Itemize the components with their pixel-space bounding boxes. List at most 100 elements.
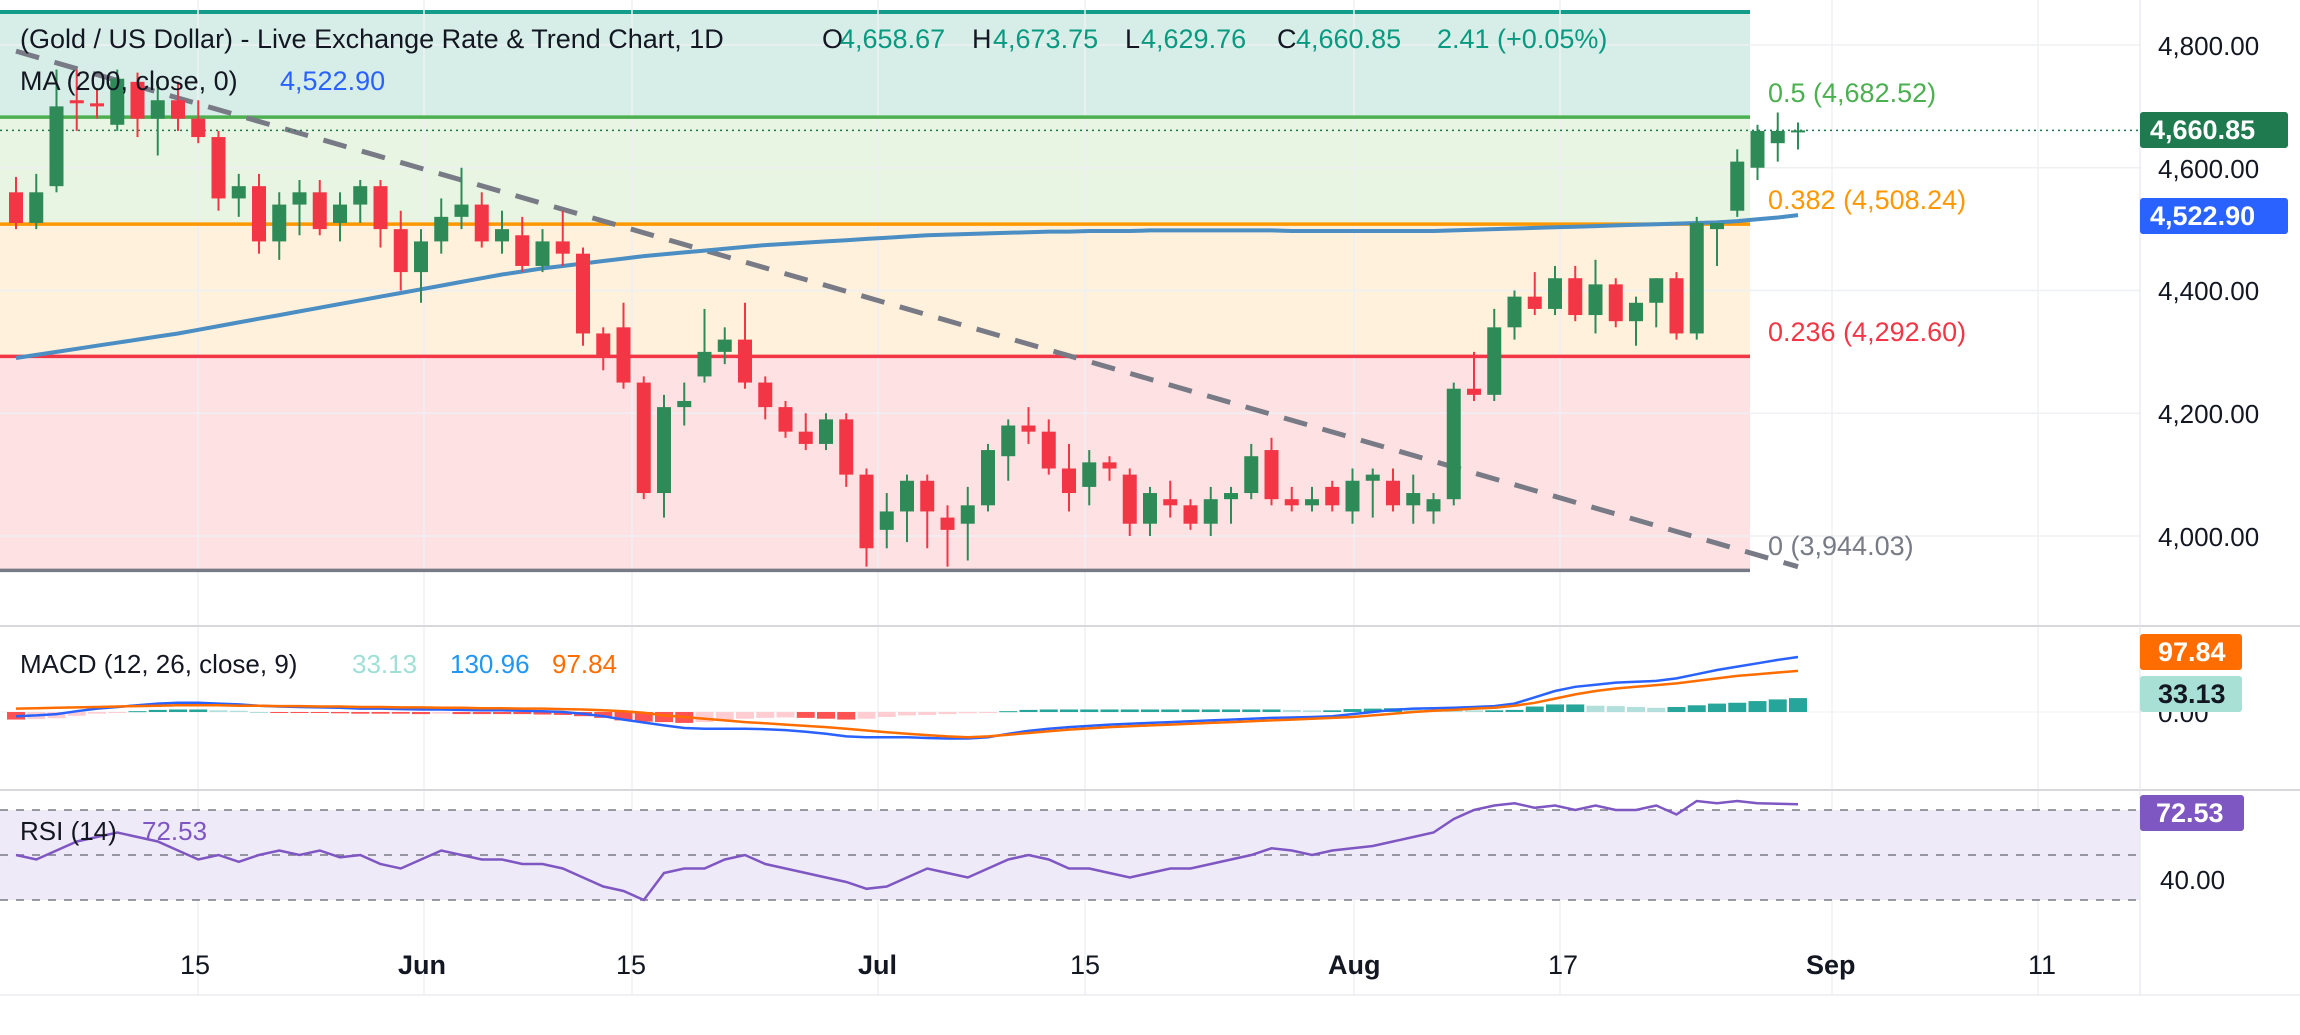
candle-body	[1244, 456, 1259, 494]
candle-body	[1163, 499, 1178, 506]
candle-body	[1062, 468, 1076, 494]
candle-body	[1183, 505, 1198, 524]
macd-hist-bar-87	[1768, 699, 1787, 712]
candle-body	[1386, 480, 1400, 506]
candle-body	[373, 186, 388, 230]
macd-hist-bar-83	[1687, 705, 1706, 712]
candle-26	[535, 229, 550, 273]
candle-14	[292, 180, 307, 236]
macd-hist-bar-4	[88, 712, 106, 714]
macd-hist-bar-38	[776, 712, 795, 718]
ohlc-high-label: H	[972, 24, 992, 54]
price-tick-4600: 4,600.00	[2158, 154, 2259, 184]
ohlc-low-label: L	[1125, 24, 1140, 54]
chart-title: (Gold / US Dollar) - Live Exchange Rate …	[20, 24, 724, 54]
macd-hist-bar-8	[169, 709, 187, 712]
candle-body	[1487, 327, 1502, 395]
candle-36	[738, 302, 752, 389]
candle-body	[393, 229, 408, 273]
macd-hist-bar-46	[938, 712, 957, 715]
candle-65	[1325, 480, 1340, 512]
macd-hist-bar-66	[1343, 709, 1362, 712]
candle-body	[1264, 450, 1279, 500]
macd-hist-bar-59	[1201, 709, 1220, 712]
candle-64	[1305, 486, 1319, 512]
candle-body	[1041, 431, 1056, 469]
macd-hist-bar-48	[979, 712, 997, 713]
macd-signal-tag: 97.84	[2158, 637, 2226, 667]
candle-81	[1649, 278, 1664, 328]
candle-9	[191, 100, 206, 144]
candle-76	[1548, 265, 1562, 316]
candle-18	[373, 180, 388, 248]
rsi-line	[15, 799, 1799, 902]
macd-hist-bar-35	[715, 712, 734, 721]
candle-68	[1386, 468, 1400, 512]
candle-86	[1750, 124, 1765, 181]
macd-layer	[0, 655, 2140, 740]
candle-74	[1507, 290, 1522, 340]
candle-body	[657, 407, 671, 494]
candle-body	[110, 78, 125, 125]
macd-hist-bar-25	[513, 712, 532, 715]
candle-79	[1608, 278, 1623, 328]
price-tick-4200: 4,200.00	[2158, 399, 2259, 429]
candle-85	[1730, 149, 1745, 217]
candle-4	[90, 87, 104, 119]
candle-59	[1203, 486, 1218, 536]
candle-54	[1102, 456, 1117, 481]
candle-body	[596, 333, 611, 359]
rsi-tick-40: 40.00	[2160, 865, 2225, 895]
candle-34	[697, 308, 712, 383]
candle-body	[495, 229, 509, 242]
macd-hist-tag-bg	[2140, 676, 2242, 712]
candle-21	[434, 198, 449, 254]
macd-hist-bar-65	[1323, 710, 1342, 712]
candle-29	[596, 327, 611, 371]
macd-hist-bar-82	[1667, 706, 1686, 712]
macd-hist-bar-37	[756, 712, 775, 718]
candle-13	[272, 192, 287, 260]
candle-62	[1264, 437, 1279, 506]
time-label-jun-15: 15	[616, 950, 646, 980]
dashed-trendline	[15, 48, 1799, 570]
candle-6	[130, 72, 145, 138]
candle-body	[171, 100, 185, 119]
macd-hist-bar-63	[1282, 709, 1301, 712]
candle-body	[272, 204, 287, 242]
candle-body	[1507, 296, 1522, 328]
candle-body	[1568, 278, 1583, 316]
macd-hist-bar-22	[452, 712, 471, 715]
macd-hist-bar-69	[1404, 708, 1423, 712]
macd-hist-bar-58	[1181, 709, 1200, 712]
candle-22	[454, 167, 469, 230]
candle-67	[1365, 468, 1380, 518]
macd-hist-bar-7	[148, 709, 167, 712]
macd-signal-tag-bg	[2140, 634, 2242, 670]
candle-body	[1750, 130, 1765, 168]
candle-82	[1669, 272, 1684, 340]
candle-body	[353, 186, 368, 205]
ohlc-open: 4,658.67	[840, 24, 945, 54]
candle-47	[960, 486, 975, 561]
candle-body	[1284, 499, 1299, 506]
candle-37	[758, 376, 773, 420]
candle-39	[798, 413, 813, 451]
candle-17	[353, 180, 368, 223]
candle-body	[677, 400, 692, 408]
candle-77	[1568, 265, 1583, 322]
candles-layer	[9, 69, 1805, 567]
candle-body	[454, 204, 469, 217]
candle-body	[1791, 130, 1805, 133]
rsi-tag-bg	[2140, 795, 2244, 831]
candle-body	[29, 192, 44, 223]
candle-body	[1082, 462, 1097, 487]
candle-body	[636, 382, 651, 494]
time-label-sep-11: 11	[2028, 950, 2056, 980]
macd-hist-bar-17	[351, 712, 370, 714]
candle-84	[1710, 222, 1724, 266]
candle-33	[677, 382, 692, 426]
macd-hist-bar-43	[877, 712, 896, 718]
candle-body	[738, 339, 752, 383]
